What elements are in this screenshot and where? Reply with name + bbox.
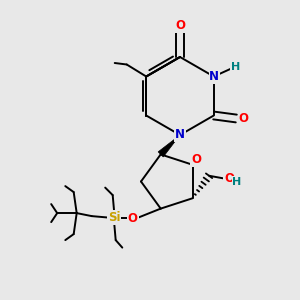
Text: O: O (175, 19, 185, 32)
Text: O: O (224, 172, 234, 185)
Text: O: O (239, 112, 249, 125)
Text: O: O (128, 212, 138, 225)
Polygon shape (158, 135, 180, 157)
Text: Si: Si (108, 211, 120, 224)
Text: H: H (231, 61, 240, 72)
Text: N: N (209, 70, 219, 83)
Text: N: N (175, 128, 185, 142)
Text: H: H (232, 177, 242, 187)
Text: O: O (191, 153, 201, 166)
